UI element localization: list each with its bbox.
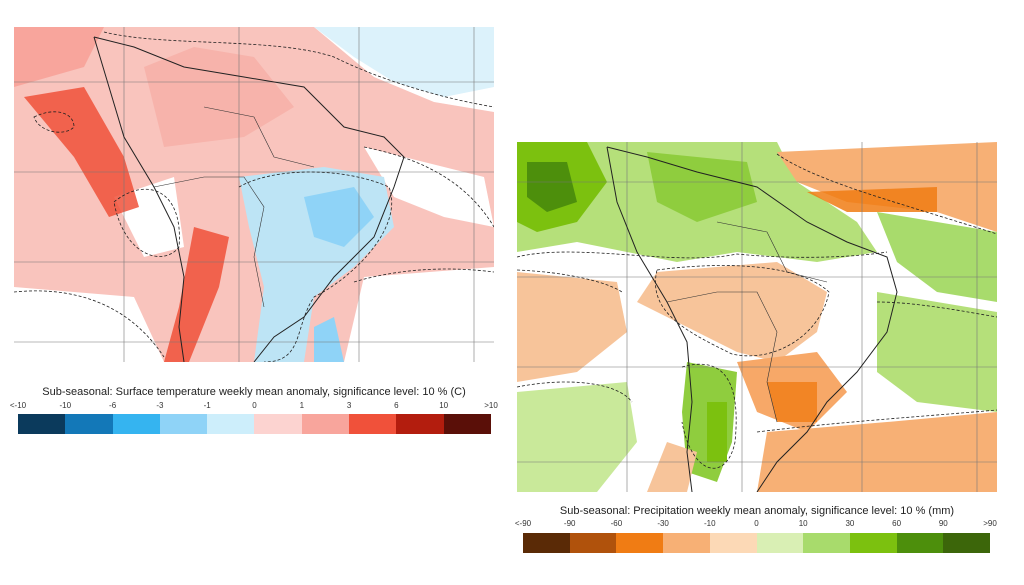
precipitation-legend-tick-label: -10 — [704, 519, 716, 528]
precipitation-legend-swatch — [803, 533, 850, 553]
temperature-legend-tick-label: -3 — [156, 401, 164, 410]
precipitation-map-graphic — [517, 142, 997, 492]
precipitation-legend-swatch — [756, 533, 804, 553]
precipitation-legend-tick-label: 30 — [845, 519, 855, 528]
precipitation-legend-tick-label: -60 — [610, 519, 623, 528]
temperature-legend-tick-label: 1 — [299, 401, 305, 410]
precipitation-legend-swatch — [523, 533, 570, 553]
temperature-legend-swatch — [443, 414, 491, 434]
precipitation-legend-swatch — [896, 533, 944, 553]
precipitation-legend-tick-label: >90 — [983, 519, 997, 528]
temperature-legend-swatch — [349, 414, 397, 434]
temperature-legend-tick-label: -1 — [203, 401, 211, 410]
temperature-legend-ticks: <-10 -10 -6 -3 -1 0 1 3 6 10 >10 — [10, 401, 498, 413]
temperature-legend-swatch — [207, 414, 255, 434]
precipitation-anomaly-map — [517, 142, 997, 492]
temperature-legend-tick-label: 0 — [252, 401, 257, 410]
precipitation-legend-tick-label: 60 — [892, 519, 902, 528]
temperature-legend-colorbar — [18, 414, 491, 434]
precipitation-legend-title: Sub-seasonal: Precipitation weekly mean … — [559, 505, 955, 517]
temperature-legend-swatch — [396, 414, 444, 434]
temperature-legend-tick-label: -10 — [59, 401, 72, 410]
precipitation-legend-tick-label: 90 — [938, 519, 948, 528]
temperature-legend-tick-label: >10 — [484, 401, 498, 410]
temperature-legend-tick-label: <-10 — [9, 401, 27, 410]
precipitation-legend-swatch — [569, 533, 617, 553]
temperature-legend-swatch — [18, 414, 66, 434]
temperature-legend-swatch — [254, 414, 302, 434]
precipitation-legend-tick-label: -90 — [563, 519, 576, 528]
precipitation-legend-swatch — [663, 533, 710, 553]
temperature-legend-tick-label: 3 — [346, 401, 352, 410]
precipitation-legend-tick-label: -30 — [657, 519, 669, 528]
temperature-legend-title: Sub-seasonal: Surface temperature weekly… — [42, 386, 466, 398]
temperature-map-graphic — [14, 27, 494, 362]
temperature-legend-tick-label: 6 — [394, 401, 399, 410]
temperature-legend-swatch — [159, 414, 208, 434]
precipitation-legend-swatch — [616, 533, 664, 553]
temperature-legend-swatch — [112, 414, 160, 434]
precipitation-legend-ticks: <-90 -90 -60 -30 -10 0 10 30 60 90 >90 — [515, 519, 997, 531]
precipitation-legend-swatch — [709, 533, 757, 553]
precipitation-legend-tick-label: <-90 — [514, 519, 532, 528]
precipitation-legend-swatch — [849, 533, 897, 553]
precipitation-legend-colorbar — [523, 533, 991, 553]
precipitation-legend-tick-label: 10 — [798, 519, 808, 528]
temperature-legend-swatch — [65, 414, 113, 434]
temperature-legend-tick-label: -6 — [109, 401, 117, 410]
temperature-legend-swatch — [301, 414, 350, 434]
precipitation-legend-swatch — [943, 533, 991, 553]
temperature-legend-tick-label: 10 — [439, 401, 449, 410]
precipitation-legend-tick-label: 0 — [754, 519, 759, 528]
temperature-anomaly-map — [14, 27, 494, 362]
